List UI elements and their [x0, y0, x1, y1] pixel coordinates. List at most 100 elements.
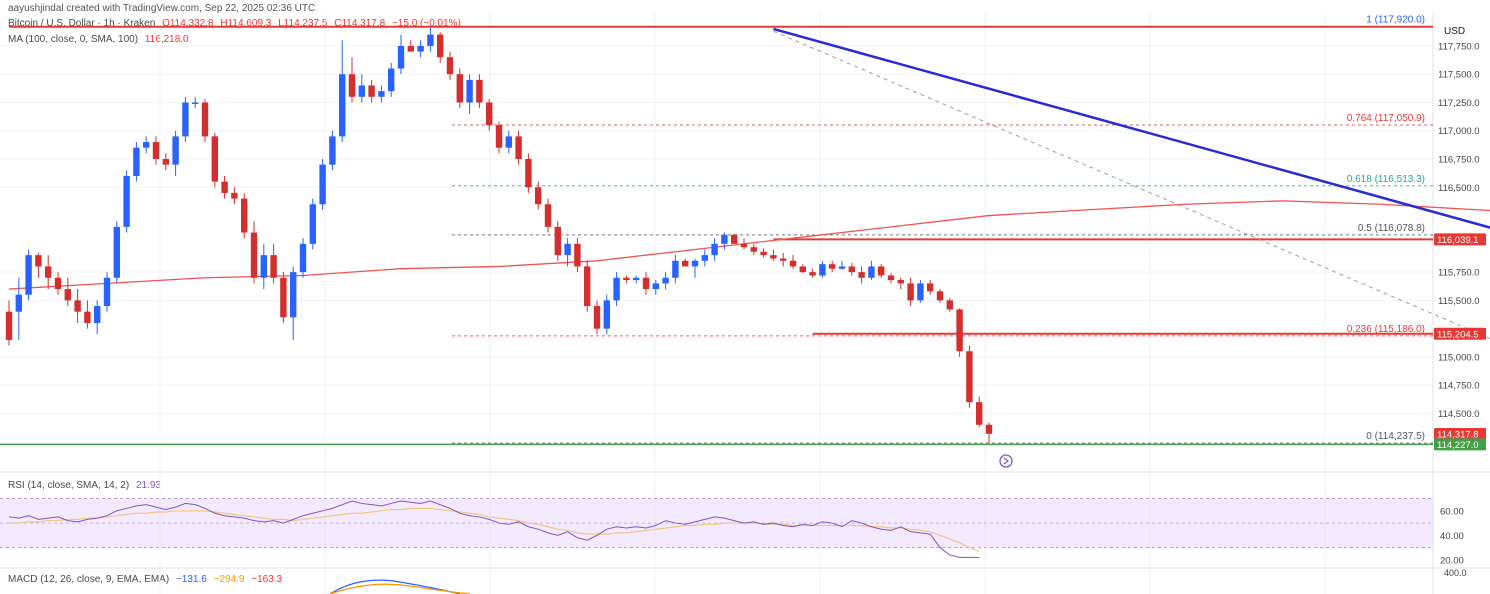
- candle-body[interactable]: [789, 260, 797, 267]
- candle-body[interactable]: [446, 57, 454, 75]
- candle-body[interactable]: [682, 260, 689, 267]
- rsi-legend[interactable]: RSI (14, close, SMA, 14, 2) 21.93: [8, 480, 165, 491]
- candle-body[interactable]: [731, 234, 738, 244]
- candle-body[interactable]: [241, 198, 248, 233]
- candle-body[interactable]: [760, 251, 767, 256]
- candle-body[interactable]: [829, 264, 836, 269]
- candle-body[interactable]: [299, 243, 307, 273]
- candle-body[interactable]: [495, 125, 503, 148]
- candle-body[interactable]: [329, 136, 336, 165]
- candle-body[interactable]: [505, 136, 512, 148]
- candle-body[interactable]: [64, 289, 71, 301]
- candle-body[interactable]: [613, 277, 620, 301]
- candle-body[interactable]: [182, 102, 189, 137]
- candle-body[interactable]: [397, 45, 405, 69]
- candle-body[interactable]: [878, 266, 885, 276]
- candle-body[interactable]: [770, 255, 777, 259]
- candle-body[interactable]: [162, 159, 169, 165]
- ma-legend[interactable]: MA (100, close, 0, SMA, 100) 116,218.0: [8, 34, 193, 45]
- candle-body[interactable]: [54, 277, 62, 290]
- candle-body[interactable]: [535, 187, 542, 205]
- candle-body[interactable]: [593, 306, 601, 329]
- candle-body[interactable]: [368, 85, 375, 97]
- candle-body[interactable]: [192, 102, 199, 104]
- candle-body[interactable]: [672, 260, 679, 278]
- candle-body[interactable]: [603, 300, 610, 329]
- candle-body[interactable]: [280, 277, 287, 318]
- candle-body[interactable]: [799, 266, 806, 273]
- macd-label[interactable]: MACD (12, 26, close, 9, EMA, EMA): [8, 574, 170, 585]
- candle-body[interactable]: [554, 226, 561, 256]
- candle-body[interactable]: [936, 291, 944, 301]
- candle-body[interactable]: [711, 243, 718, 256]
- symbol-legend[interactable]: Bitcoin / U.S. Dollar · 1h · Kraken O114…: [8, 18, 465, 29]
- rsi-label[interactable]: RSI (14, close, SMA, 14, 2): [8, 480, 130, 491]
- candle-body[interactable]: [378, 91, 385, 97]
- candle-body[interactable]: [133, 147, 140, 176]
- candle-body[interactable]: [985, 424, 993, 434]
- candle-body[interactable]: [623, 277, 630, 281]
- candle-body[interactable]: [123, 175, 130, 227]
- candle-body[interactable]: [456, 74, 463, 103]
- candle-body[interactable]: [103, 277, 111, 307]
- candle-body[interactable]: [152, 142, 160, 160]
- candle-body[interactable]: [5, 311, 13, 340]
- candle-body[interactable]: [172, 136, 179, 165]
- candle-body[interactable]: [94, 306, 101, 323]
- candle-body[interactable]: [966, 351, 973, 403]
- candle-body[interactable]: [848, 266, 855, 273]
- candle-body[interactable]: [838, 266, 846, 269]
- candle-body[interactable]: [544, 204, 552, 227]
- candle-body[interactable]: [750, 247, 757, 252]
- candle-body[interactable]: [339, 74, 346, 137]
- candle-body[interactable]: [740, 243, 748, 248]
- candle-body[interactable]: [956, 309, 963, 352]
- candle-body[interactable]: [407, 45, 414, 52]
- symbol-name[interactable]: Bitcoin / U.S. Dollar · 1h · Kraken: [8, 18, 156, 29]
- candle-body[interactable]: [907, 283, 914, 301]
- candle-body[interactable]: [113, 226, 120, 278]
- candle-body[interactable]: [221, 181, 228, 193]
- price-badge[interactable]: [1434, 327, 1486, 340]
- ma100-line[interactable]: [8, 200, 1490, 290]
- alert-icon[interactable]: [999, 454, 1013, 468]
- candle-body[interactable]: [976, 402, 983, 425]
- candle-body[interactable]: [270, 255, 277, 278]
- candle-body[interactable]: [15, 294, 22, 312]
- candle-body[interactable]: [348, 74, 356, 97]
- macd-legend[interactable]: MACD (12, 26, close, 9, EMA, EMA) −131.6…: [8, 574, 286, 585]
- candle-body[interactable]: [701, 255, 708, 261]
- candle-body[interactable]: [211, 136, 218, 182]
- candle-body[interactable]: [143, 142, 150, 148]
- candle-body[interactable]: [486, 102, 493, 126]
- candle-body[interactable]: [642, 277, 650, 290]
- candle-body[interactable]: [466, 79, 473, 103]
- bearish-trendline[interactable]: [773, 27, 1490, 374]
- candle-body[interactable]: [388, 68, 395, 92]
- rsi-line[interactable]: [8, 500, 980, 558]
- candle-body[interactable]: [868, 266, 875, 278]
- candle-body[interactable]: [319, 164, 326, 205]
- candle-body[interactable]: [917, 283, 924, 301]
- candle-body[interactable]: [515, 136, 522, 160]
- ma-label[interactable]: MA (100, close, 0, SMA, 100): [8, 34, 139, 45]
- candle-body[interactable]: [74, 300, 81, 312]
- candle-body[interactable]: [476, 79, 483, 103]
- price-axis[interactable]: USD 117,750.0 117,500.0 117,250.0 117,000.0 1…: [1434, 26, 1486, 451]
- candle-body[interactable]: [897, 280, 904, 284]
- candle-body[interactable]: [250, 232, 258, 278]
- candle-body[interactable]: [427, 34, 434, 46]
- candle-body[interactable]: [290, 272, 297, 318]
- candle-body[interactable]: [652, 283, 659, 290]
- candle-body[interactable]: [231, 192, 238, 199]
- rsi-pane[interactable]: 60.00 40.00 20.00: [0, 498, 1464, 567]
- price-pane[interactable]: 1 (117,920.0) 0.764 (117,050.9) 0.618 (116…: [0, 15, 1490, 468]
- price-badge[interactable]: [1434, 233, 1486, 246]
- candle-body[interactable]: [819, 264, 826, 276]
- candle-body[interactable]: [45, 266, 52, 278]
- macd-pane[interactable]: 400.0: [329, 568, 1467, 594]
- candle-body[interactable]: [809, 272, 816, 276]
- candle-body[interactable]: [858, 272, 865, 278]
- candle-body[interactable]: [721, 234, 728, 244]
